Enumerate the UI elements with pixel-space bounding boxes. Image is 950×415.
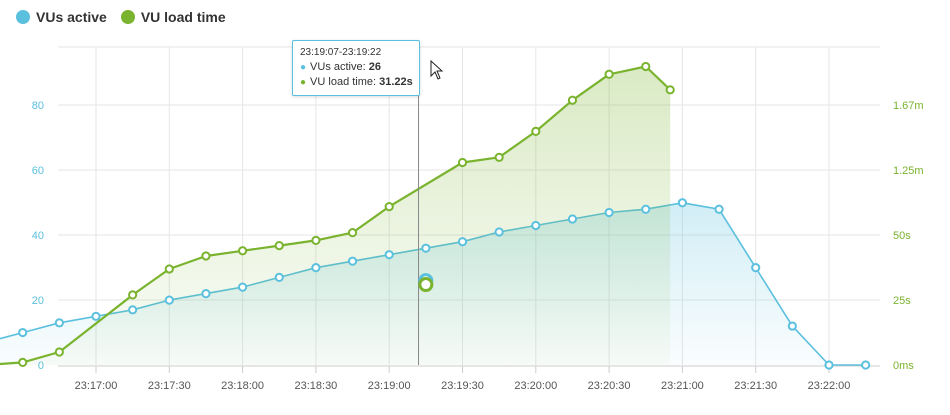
x-tick-label: 23:17:00 bbox=[75, 380, 118, 392]
vu-load-time-data-point bbox=[311, 235, 321, 245]
y-left-tick-label: 0 bbox=[38, 360, 44, 372]
y-right-tick-label: 50s bbox=[893, 230, 911, 242]
tooltip-row-load-time: ● VU load time: 31.22s bbox=[300, 75, 413, 90]
vu-load-time-data-point bbox=[54, 347, 64, 357]
x-tick-label: 23:20:00 bbox=[514, 380, 557, 392]
vu-load-time-data-point bbox=[665, 85, 675, 95]
legend-label-vus-active: VUs active bbox=[36, 9, 107, 25]
series-area-vu-load-time bbox=[0, 66, 671, 365]
chart-tooltip: 23:19:07-23:19:22 ● VUs active: 26 ● VU … bbox=[292, 40, 420, 96]
vu-load-time-data-point bbox=[457, 157, 468, 168]
vu-load-time-data-point bbox=[531, 126, 541, 136]
tooltip-load-label: VU load time: bbox=[310, 76, 377, 88]
vus-active-data-point bbox=[18, 327, 28, 338]
tooltip-vus-value: 26 bbox=[368, 61, 381, 73]
y-left-tick-label: 20 bbox=[32, 295, 44, 307]
y-right-tick-label: 0ms bbox=[893, 360, 914, 372]
x-tick-label: 23:21:30 bbox=[734, 380, 777, 392]
vus-active-data-point bbox=[751, 263, 761, 273]
vu-load-time-data-point bbox=[164, 264, 174, 274]
vu-load-time-data-point bbox=[604, 69, 614, 79]
y-right-tick-label: 1.25m bbox=[893, 165, 924, 177]
vu-load-time-data-point bbox=[128, 290, 138, 300]
tooltip-header: 23:19:07-23:19:22 bbox=[300, 47, 382, 58]
x-tick-label: 23:19:00 bbox=[368, 380, 411, 392]
vus-active-data-point bbox=[311, 263, 321, 273]
vu-load-time-data-point bbox=[274, 240, 284, 251]
y-left-tick-label: 80 bbox=[32, 100, 44, 112]
y-right-tick-label: 1.67m bbox=[893, 100, 924, 112]
legend-dot-vus-active-icon bbox=[16, 10, 30, 24]
vus-active-data-point bbox=[531, 220, 541, 231]
x-tick-label: 23:18:00 bbox=[221, 380, 264, 392]
vus-active-data-point bbox=[347, 256, 358, 266]
tooltip-dot-load-icon: ● bbox=[300, 77, 307, 88]
vus-active-data-point bbox=[201, 289, 211, 299]
legend-dot-vu-load-time-icon bbox=[120, 10, 135, 24]
vus-active-data-point bbox=[164, 295, 174, 305]
vus-active-data-point bbox=[421, 243, 431, 253]
tooltip-load-value: 31.22s bbox=[379, 76, 413, 88]
vus-active-data-point bbox=[714, 204, 724, 214]
tooltip-dot-vus-icon: ● bbox=[300, 62, 307, 73]
vus-active-data-point bbox=[457, 237, 468, 247]
x-tick-label: 23:20:30 bbox=[588, 380, 631, 392]
vus-active-data-point bbox=[238, 282, 248, 292]
vus-active-data-point bbox=[54, 318, 64, 328]
vu-load-time-data-point bbox=[18, 357, 28, 368]
y-left-tick-label: 40 bbox=[32, 230, 44, 242]
vus-active-data-point bbox=[604, 207, 614, 218]
vus-active-data-point bbox=[567, 214, 578, 224]
x-tick-label: 23:18:30 bbox=[294, 380, 337, 392]
x-tick-label: 23:22:00 bbox=[808, 380, 851, 392]
vus-active-data-point bbox=[91, 311, 101, 321]
vus-active-data-point bbox=[861, 360, 871, 370]
vu-load-time-data-point bbox=[494, 152, 504, 162]
x-tick-label: 23:19:30 bbox=[441, 380, 484, 392]
legend-item-vus-active[interactable]: VUs active bbox=[16, 9, 107, 25]
legend: VUs active VU load time bbox=[16, 9, 226, 25]
vu-load-time-data-point bbox=[347, 228, 358, 238]
tooltip-row-vus-active: ● VUs active: 26 bbox=[300, 60, 412, 75]
tooltip-vus-label: VUs active: bbox=[310, 61, 366, 73]
x-tick-label: 23:17:30 bbox=[148, 380, 191, 392]
vu-load-time-data-point bbox=[201, 251, 211, 261]
y-right-tick-label: 25s bbox=[893, 295, 911, 307]
vus-active-data-point bbox=[274, 272, 284, 282]
vus-active-data-point bbox=[494, 227, 504, 237]
x-tick-label: 23:21:00 bbox=[661, 380, 704, 392]
hover-point-vu-load-time bbox=[418, 277, 434, 293]
mouse-pointer-icon bbox=[430, 60, 444, 80]
vus-active-data-point bbox=[641, 204, 651, 214]
vus-active-data-point bbox=[824, 360, 834, 370]
legend-item-vu-load-time[interactable]: VU load time bbox=[120, 9, 226, 25]
vu-load-time-data-point bbox=[641, 61, 651, 72]
vu-load-time-data-point bbox=[238, 246, 248, 256]
vus-active-data-point bbox=[128, 305, 138, 315]
vu-load-time-data-point bbox=[567, 95, 578, 105]
vus-active-data-point bbox=[384, 250, 394, 260]
vus-active-data-point bbox=[787, 321, 797, 331]
y-left-tick-label: 60 bbox=[32, 165, 44, 177]
vus-active-data-point bbox=[677, 198, 688, 208]
vu-load-time-data-point bbox=[384, 202, 394, 212]
legend-label-vu-load-time: VU load time bbox=[140, 9, 226, 25]
